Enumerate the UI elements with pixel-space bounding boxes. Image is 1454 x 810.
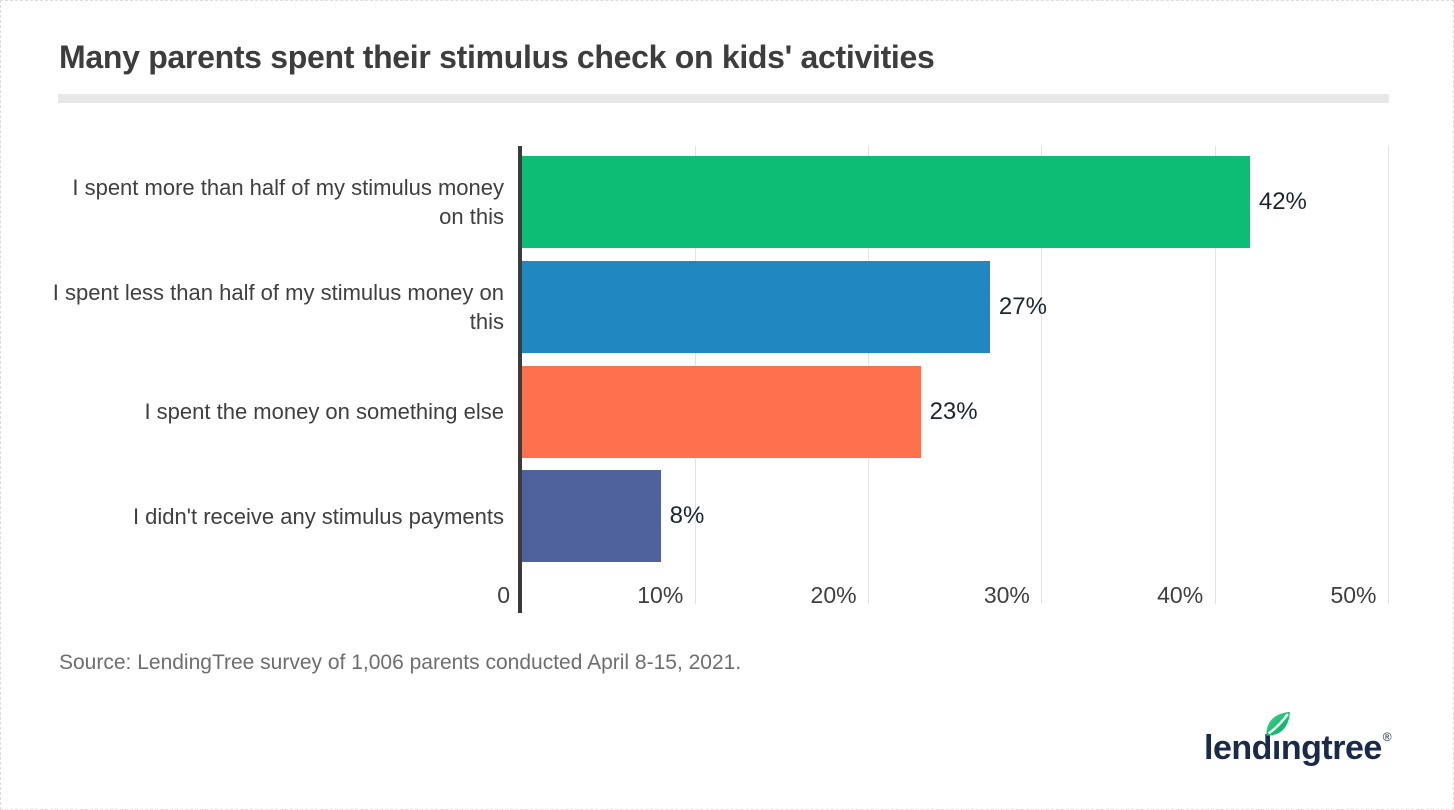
value-label: 23% <box>929 397 978 425</box>
category-label: I spent more than half of my stimulus mo… <box>72 175 504 229</box>
logo-text-part2: ngtree <box>1280 729 1382 767</box>
gridline-40% <box>1214 146 1216 604</box>
logo-text-part1: lend <box>1204 729 1272 767</box>
category-label: I didn't receive any stimulus payments <box>132 503 504 529</box>
bar-3 <box>522 365 921 458</box>
source-note: Source: LendingTree survey of 1,006 pare… <box>59 651 742 674</box>
logo-dotless-i: ı <box>1271 729 1281 767</box>
plot-area: 42% 27% 23% 8% <box>522 146 1442 613</box>
y-axis-line <box>518 146 522 613</box>
logo-wordmark: lendı ngtree® <box>1204 711 1392 767</box>
x-axis-tick-label: 0 <box>497 582 510 608</box>
x-axis-tick-label: 30% <box>983 582 1030 608</box>
x-axis-tick-label: 40% <box>1157 582 1204 608</box>
x-axis-tick-label: 20% <box>810 582 857 608</box>
bar-4 <box>522 470 661 563</box>
value-label: 42% <box>1258 188 1307 215</box>
category-label: I spent less than half of my stimulus mo… <box>52 279 504 334</box>
x-axis-tick-label: 50% <box>1330 582 1377 608</box>
gridline-50% <box>1388 146 1389 604</box>
category-label: I spent the money on something else <box>144 399 504 424</box>
leaf-icon <box>1266 711 1290 736</box>
x-axis-tick-label: 10% <box>637 582 684 608</box>
bar-1 <box>522 156 1250 248</box>
value-label: 27% <box>998 292 1047 320</box>
chart-title: Many parents spent their stimulus check … <box>59 39 935 75</box>
gridline-30% <box>1041 146 1043 604</box>
title-divider <box>58 94 1389 103</box>
lendingtree-logo: lendı ngtree® <box>1204 711 1392 768</box>
bar-2 <box>522 260 990 353</box>
registered-mark: ® <box>1382 730 1392 744</box>
value-label: 8% <box>669 502 705 530</box>
